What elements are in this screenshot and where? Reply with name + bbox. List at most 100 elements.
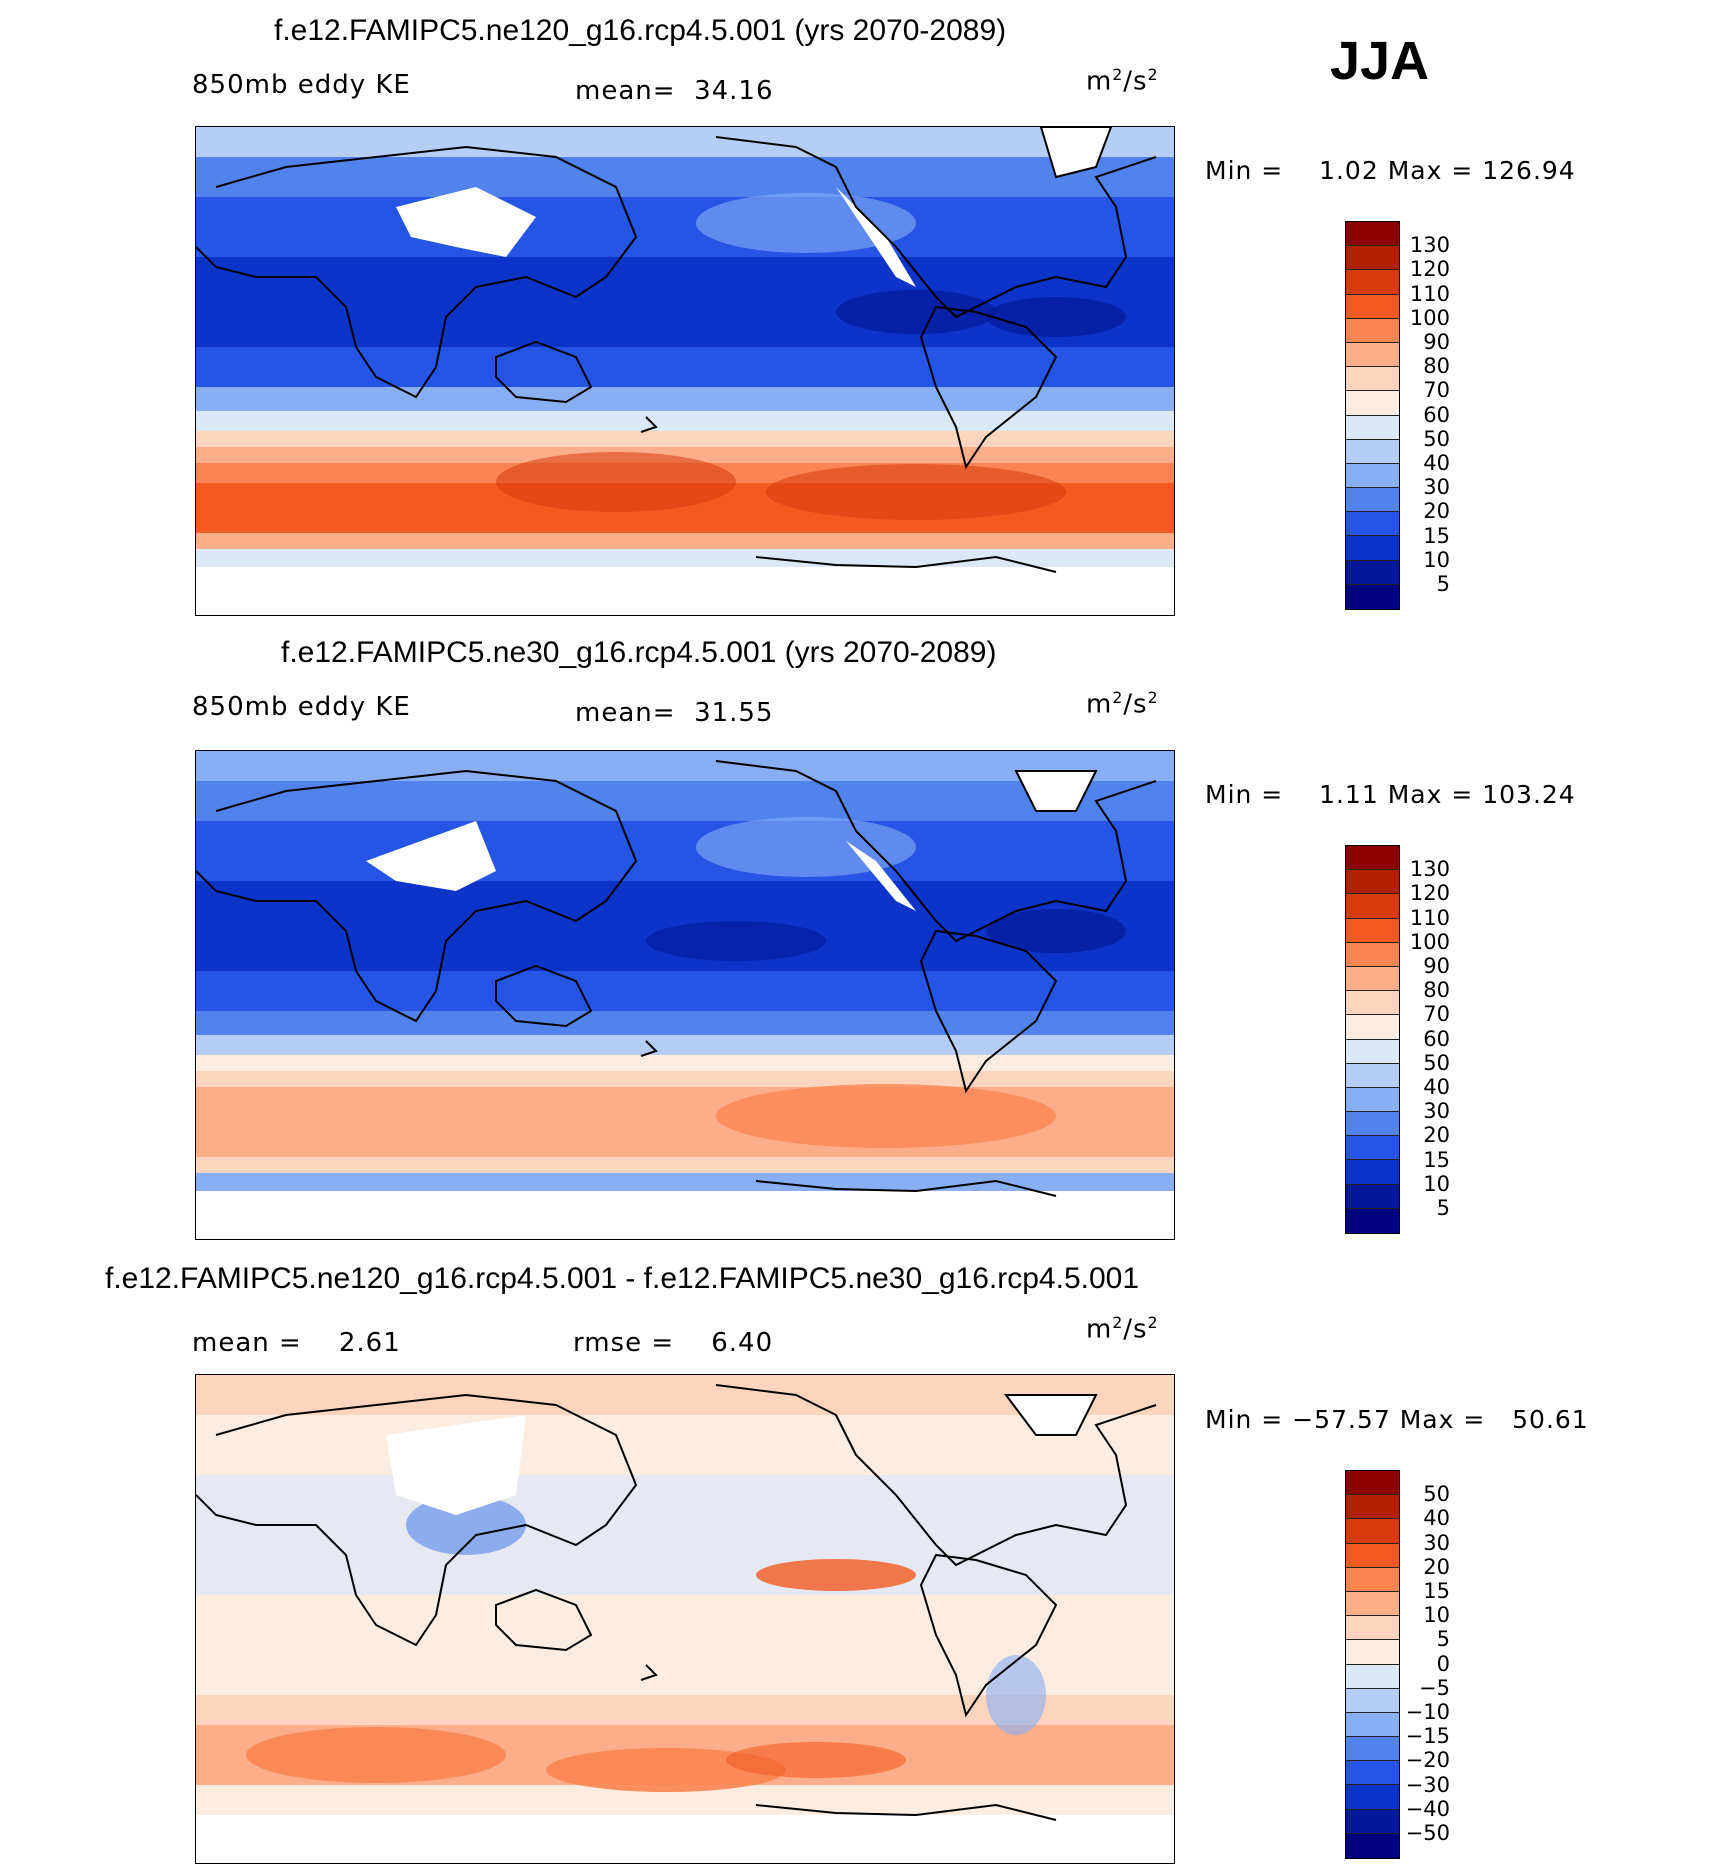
panel2-colorbar-swatch [1346,1160,1399,1185]
panel3-colorbar [1345,1470,1400,1859]
panel2-mean-value: 31.55 [694,698,774,728]
panel2-minmax: Min = 1.11 Max = 103.24 [1205,780,1576,809]
panel3-colorbar-tick: 0 [1436,1651,1450,1676]
panel2-colorbar-swatch [1346,966,1399,992]
panel3-colorbar-tick: −10 [1405,1700,1450,1724]
panel3-min-label: Min = [1205,1405,1284,1434]
panel3-colorbar-swatch [1346,1543,1399,1568]
panel1-colorbar-tick: 5 [1436,572,1450,596]
panel1-colorbar-swatch [1346,367,1399,392]
panel1-colorbar-swatch [1346,512,1399,537]
p1-greenland-mask [1041,127,1111,177]
panel1-map [195,126,1175,616]
season-label: JJA [1330,31,1430,91]
panel1-mean-label: mean= [575,76,676,106]
panel3-colorbar-tick: −30 [1405,1772,1450,1797]
panel2-colorbar-swatch [1346,1039,1399,1064]
panel1-variable-label: 850mb eddy KE [192,70,411,100]
panel2-colorbar-swatch [1346,846,1399,871]
panel1-map-svg [196,127,1174,615]
panel3-units: m2/s2 [1086,1314,1159,1345]
panel3-colorbar-tick: 30 [1423,1530,1450,1555]
panel1-minmax: Min = 1.02 Max = 126.94 [1205,156,1576,185]
panel3-title: f.e12.FAMIPC5.ne120_g16.rcp4.5.001 - f.e… [105,1262,1140,1295]
panel1-colorbar-tick: 70 [1423,378,1450,403]
panel1-colorbar-swatch [1346,439,1399,464]
panel1-colorbar-tick: 15 [1423,523,1450,548]
panel1-title: f.e12.FAMIPC5.ne120_g16.rcp4.5.001 (yrs … [274,14,1007,47]
panel1-colorbar-swatch [1346,246,1399,271]
panel3-rmse-label: rmse = [573,1328,675,1358]
panel3-colorbar-swatch [1346,1640,1399,1665]
panel2-colorbar-tick: 30 [1423,1099,1450,1124]
panel1-colorbar-tick: 50 [1423,426,1450,451]
panel1-colorbar-swatch [1346,560,1399,585]
p1-antarctica [196,567,1174,615]
panel1-colorbar-tick: 110 [1409,281,1450,306]
panel3-mean: mean = 2.61 [192,1328,401,1358]
panel3-map [195,1374,1175,1864]
p1-band-arctic [196,127,1174,157]
panel1-colorbar-swatch [1346,536,1399,561]
panel3-mean-value: 2.61 [338,1328,401,1358]
panel2-colorbar-tick: 15 [1423,1147,1450,1172]
panel2-map [195,750,1175,1240]
panel3-colorbar-swatch [1346,1591,1399,1617]
panel3-colorbar-swatch [1346,1471,1399,1496]
panel2-variable-label: 850mb eddy KE [192,692,411,722]
panel1-max-value: 126.94 [1482,156,1576,185]
panel1-units: m2/s2 [1086,66,1159,97]
panel1-colorbar-tick: 10 [1423,547,1450,572]
panel1-colorbar-swatch [1346,270,1399,295]
panel1-mean: mean= 34.16 [575,76,774,106]
p1-rockies-mask [836,187,916,287]
panel1-colorbar-swatch [1346,294,1399,319]
panel2-colorbar-swatch [1346,1208,1399,1233]
panel3-colorbar-swatch [1346,1567,1399,1592]
panel3-colorbar-swatch [1346,1519,1399,1544]
panel2-title: f.e12.FAMIPC5.ne30_g16.rcp4.5.001 (yrs 2… [281,636,997,669]
panel2-colorbar-tick: 80 [1423,978,1450,1003]
panel2-colorbar-swatch [1346,991,1399,1016]
panel2-colorbar-swatch [1346,1015,1399,1040]
panel2-min-label: Min = [1205,780,1284,809]
panel2-colorbar-tick: 110 [1409,905,1450,930]
panel2-colorbar-swatch [1346,894,1399,919]
panel2-colorbar-tick: 20 [1423,1123,1450,1148]
panel1-colorbar [1345,221,1400,610]
panel1-min-label: Min = [1205,156,1284,185]
p1-tibet-mask [396,187,536,257]
panel3-colorbar-swatch [1346,1785,1399,1810]
panel2-max-label: Max = [1387,780,1474,809]
panel3-colorbar-tick: 20 [1423,1554,1450,1579]
panel1-colorbar-swatch [1346,342,1399,368]
panel2-colorbar-swatch [1346,1136,1399,1161]
panel2-colorbar-swatch [1346,1087,1399,1113]
panel2-colorbar-tick: 120 [1409,881,1450,906]
panel3-colorbar-swatch [1346,1761,1399,1786]
panel3-colorbar-tick: 40 [1423,1506,1450,1531]
panel3-max-value: 50.61 [1512,1405,1589,1434]
panel2-colorbar [1345,845,1400,1234]
panel2-colorbar-swatch [1346,942,1399,967]
panel3-colorbar-tick: 15 [1423,1579,1450,1603]
panel1-colorbar-tick: 90 [1423,330,1450,354]
panel1-colorbar-swatch [1346,222,1399,247]
panel3-colorbar-swatch [1346,1616,1399,1641]
panel2-min-value: 1.11 [1319,780,1379,809]
panel1-colorbar-tick: 40 [1423,451,1450,475]
panel2-colorbar-swatch [1346,1112,1399,1137]
panel1-colorbar-tick: 20 [1423,499,1450,524]
panel2-colorbar-tick: 60 [1423,1026,1450,1051]
panel3-colorbar-swatch [1346,1833,1399,1858]
panel2-colorbar-swatch [1346,870,1399,895]
panel2-colorbar-swatch [1346,918,1399,943]
panel3-map-svg [196,1375,1174,1863]
panel3-max-label: Max = [1399,1405,1486,1434]
panel3-colorbar-tick: 50 [1423,1482,1450,1507]
panel1-colorbar-tick: 30 [1423,475,1450,500]
panel1-colorbar-tick: 60 [1423,402,1450,427]
panel3-colorbar-swatch [1346,1495,1399,1520]
panel1-colorbar-swatch [1346,318,1399,343]
panel1-colorbar-swatch [1346,391,1399,416]
